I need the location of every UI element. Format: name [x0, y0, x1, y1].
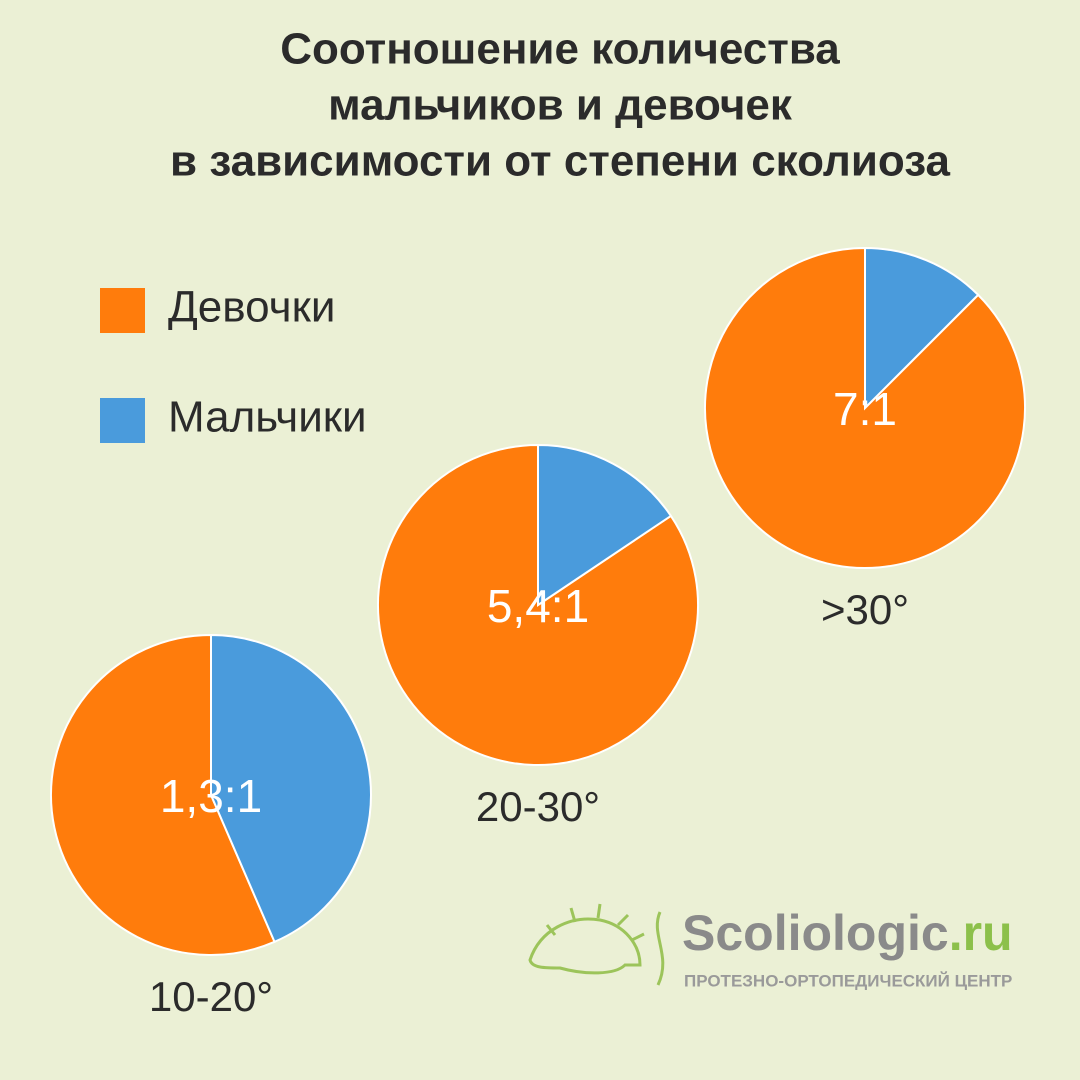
chart-title: Соотношение количества — [280, 25, 840, 74]
ratio-label: 5,4:1 — [487, 580, 589, 632]
logo-icon — [655, 911, 665, 986]
pie-title: 10-20° — [149, 973, 273, 1020]
legend-label: Мальчики — [168, 393, 367, 442]
legend-swatch — [100, 398, 145, 443]
legend-swatch — [100, 288, 145, 333]
pie-slice — [537, 443, 673, 607]
pie-slice — [864, 246, 980, 411]
pie-title: >30° — [821, 586, 909, 633]
logo-name: Scoliologic — [682, 905, 949, 961]
logo-domain: .ru — [949, 905, 1013, 961]
legend-label: Девочки — [168, 283, 335, 332]
logo — [528, 903, 665, 986]
chart-title: в зависимости от степени сколиоза — [170, 137, 950, 186]
logo-icon — [545, 903, 645, 942]
ratio-label: 1,3:1 — [160, 770, 262, 822]
logo-icon — [528, 917, 642, 975]
pie-slice — [210, 633, 372, 944]
logo-subtitle: ПРОТЕЗНО-ОРТОПЕДИЧЕСКИЙ ЦЕНТР — [684, 971, 1012, 990]
chart-title: мальчиков и девочек — [328, 81, 793, 130]
logo-text: Scoliologic.ru — [682, 905, 1013, 961]
pie-slice — [50, 633, 276, 956]
ratio-label: 7:1 — [833, 383, 897, 435]
pie-title: 20-30° — [476, 783, 600, 830]
